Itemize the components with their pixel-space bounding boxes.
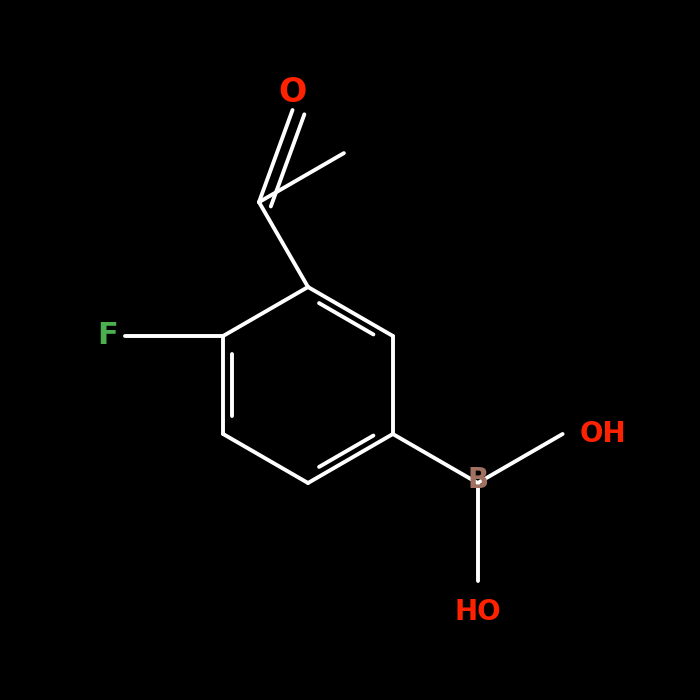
Text: O: O (279, 76, 307, 109)
Text: OH: OH (580, 420, 626, 448)
Text: B: B (467, 466, 489, 493)
Text: F: F (97, 321, 118, 351)
Text: HO: HO (454, 598, 501, 626)
